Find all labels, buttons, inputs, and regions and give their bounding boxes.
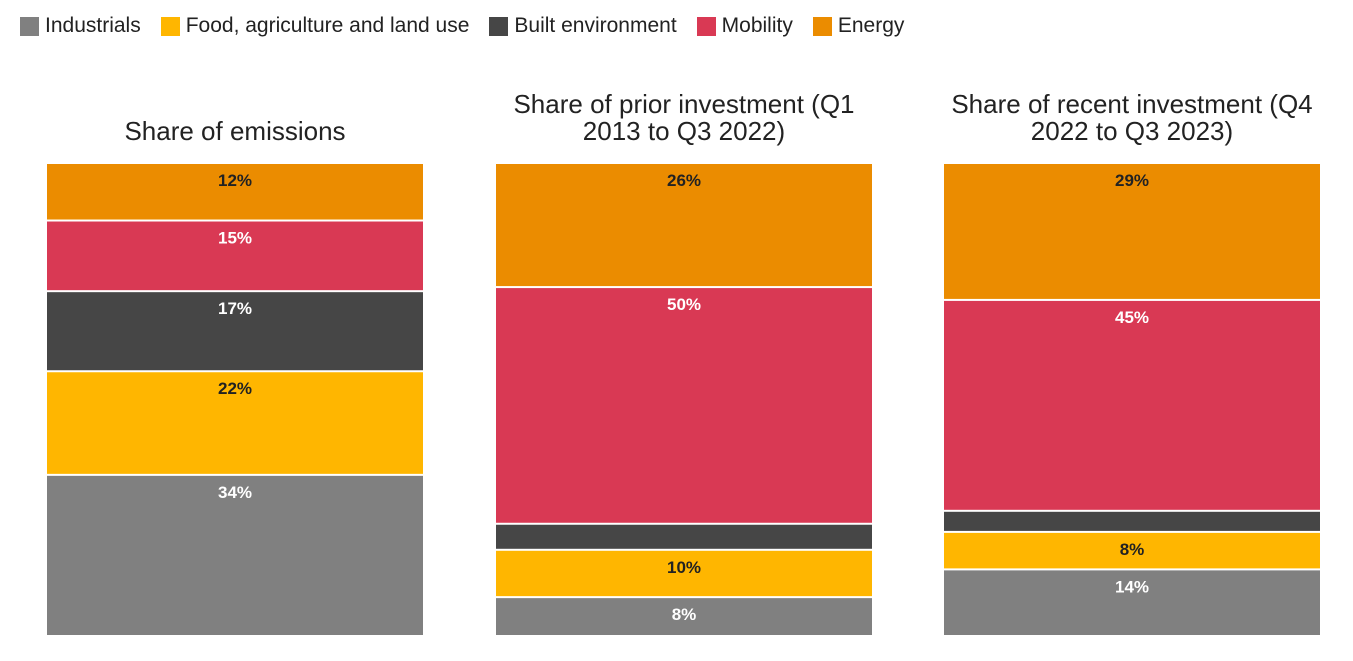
data-label: 50% — [667, 295, 701, 314]
chart-title: Share of recent investment (Q4 2022 to Q3… — [951, 89, 1312, 146]
data-label: 8% — [1120, 540, 1145, 559]
chart-title: Share of prior investment (Q1 2013 to Q3 … — [513, 89, 854, 146]
bar-segment — [944, 532, 1320, 569]
data-label: 26% — [667, 171, 701, 190]
bar-segment — [47, 292, 423, 371]
legend-swatch — [812, 16, 832, 36]
chart-title-line: 2022 to Q3 2023) — [1031, 116, 1233, 146]
bar-segment — [944, 300, 1320, 510]
bar-segment — [496, 550, 872, 597]
chart-title-line: Share of recent investment (Q4 — [951, 89, 1312, 119]
legend-swatch — [696, 16, 716, 36]
bar-segment — [47, 372, 423, 474]
legend-item: Built environment — [489, 14, 677, 38]
legend-label: Built environment — [514, 14, 677, 37]
data-label: 15% — [218, 229, 252, 248]
data-label: 14% — [1115, 577, 1149, 596]
bar-segment — [47, 221, 423, 291]
stacked-bar-chart: Share of prior investment (Q1 2013 to Q3 … — [496, 89, 872, 635]
legend-swatch — [160, 16, 180, 36]
data-label: 29% — [1115, 171, 1149, 190]
data-label: 8% — [672, 605, 697, 624]
data-label: 12% — [218, 171, 252, 190]
bar-segment — [496, 524, 872, 549]
data-label: 34% — [218, 483, 252, 502]
legend: Industrials Food, agriculture and land us… — [20, 14, 924, 38]
legend-swatch — [20, 16, 39, 36]
stacked-bar-chart: Share of emissions 34% 22% 17% 15% 12% — [47, 116, 423, 635]
bar-segment — [496, 598, 872, 635]
stacked-bar-chart: Share of recent investment (Q4 2022 to Q3… — [944, 89, 1320, 635]
legend-label: Industrials — [45, 14, 141, 37]
data-label: 10% — [667, 558, 701, 577]
chart-title: Share of emissions — [124, 116, 345, 146]
bar-segment — [47, 475, 423, 635]
legend-swatch — [489, 16, 509, 36]
legend-label: Energy — [837, 14, 905, 37]
bar-segment — [47, 164, 423, 220]
legend-item: Energy — [812, 14, 905, 38]
chart-title-line: Share of emissions — [124, 116, 345, 146]
bar-segment — [944, 164, 1320, 299]
bar-segment — [496, 288, 872, 523]
bar-segment — [944, 511, 1320, 531]
bar-segment — [496, 164, 872, 287]
chart-title-line: 2013 to Q3 2022) — [583, 116, 785, 146]
legend-item: Industrials — [20, 14, 141, 38]
legend-item: Mobility — [696, 14, 793, 38]
data-label: 22% — [218, 379, 252, 398]
legend-item: Food, agriculture and land use — [160, 14, 470, 38]
legend-label: Food, agriculture and land use — [185, 14, 470, 37]
data-label: 17% — [218, 299, 252, 318]
legend-label: Mobility — [721, 14, 793, 37]
data-label: 45% — [1115, 308, 1149, 327]
chart-title-line: Share of prior investment (Q1 — [513, 89, 854, 119]
bar-segment — [944, 570, 1320, 635]
